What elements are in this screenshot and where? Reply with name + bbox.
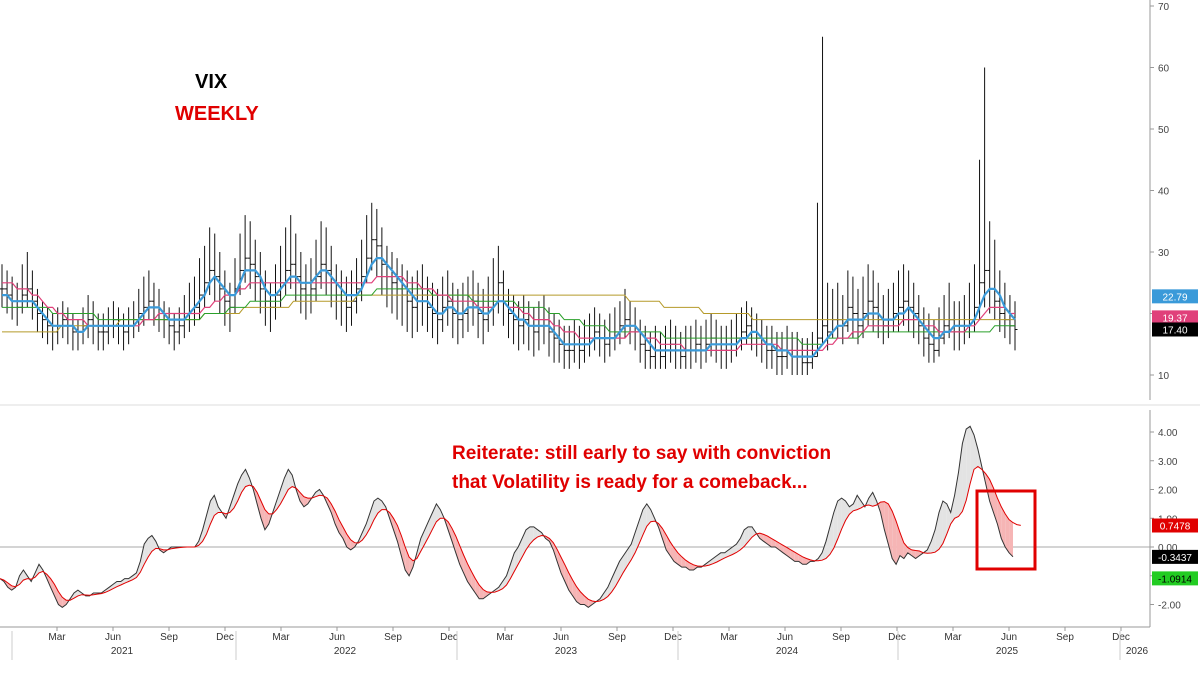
x-month-label: Mar — [944, 632, 962, 643]
chart-title: VIX — [195, 71, 228, 93]
osc-y-tick-label: 3.00 — [1158, 457, 1178, 468]
osc-y-tick-label: 2.00 — [1158, 486, 1178, 497]
y-tick-label: 50 — [1158, 125, 1170, 136]
x-month-label: Jun — [777, 632, 793, 643]
x-month-label: Dec — [664, 632, 682, 643]
y-tick-label: 40 — [1158, 187, 1170, 198]
x-month-label: Mar — [48, 632, 66, 643]
x-month-label: Dec — [1112, 632, 1130, 643]
x-month-label: Jun — [1001, 632, 1017, 643]
chart-subtitle: WEEKLY — [175, 103, 259, 125]
y-tick-label: 60 — [1158, 64, 1170, 75]
x-month-label: Mar — [496, 632, 514, 643]
annotation-line-1: Reiterate: still early to say with convi… — [452, 443, 831, 464]
price-badge-label: 17.40 — [1162, 325, 1187, 336]
x-month-label: Dec — [888, 632, 906, 643]
x-month-label: Sep — [1056, 632, 1074, 643]
x-year-label: 2026 — [1126, 646, 1149, 657]
x-month-label: Sep — [608, 632, 626, 643]
osc-badge-label: 0.7478 — [1160, 522, 1191, 533]
price-badge-label: 22.79 — [1162, 292, 1187, 303]
x-month-label: Dec — [440, 632, 458, 643]
y-tick-label: 70 — [1158, 2, 1170, 13]
x-year-label: 2024 — [776, 646, 799, 657]
osc-fill-segment — [1005, 514, 1009, 553]
osc-fill-segment — [1009, 520, 1013, 557]
osc-badge-label: -1.0914 — [1158, 574, 1192, 585]
x-year-label: 2022 — [334, 646, 357, 657]
annotation-line-2: that Volatility is ready for a comeback.… — [452, 472, 808, 493]
x-month-label: Dec — [216, 632, 234, 643]
x-month-label: Sep — [384, 632, 402, 643]
x-month-label: Jun — [105, 632, 121, 643]
osc-badge-label: -0.3437 — [1158, 553, 1192, 564]
x-month-label: Jun — [329, 632, 345, 643]
osc-y-tick-label: -2.00 — [1158, 601, 1181, 612]
x-month-label: Sep — [832, 632, 850, 643]
x-month-label: Sep — [160, 632, 178, 643]
x-year-label: 2023 — [555, 646, 578, 657]
x-month-label: Mar — [272, 632, 290, 643]
x-month-label: Jun — [553, 632, 569, 643]
x-year-label: 2021 — [111, 646, 134, 657]
x-year-label: 2025 — [996, 646, 1019, 657]
x-month-label: Mar — [720, 632, 738, 643]
y-tick-label: 30 — [1158, 248, 1170, 259]
osc-y-tick-label: 4.00 — [1158, 428, 1178, 439]
y-tick-label: 10 — [1158, 371, 1170, 382]
